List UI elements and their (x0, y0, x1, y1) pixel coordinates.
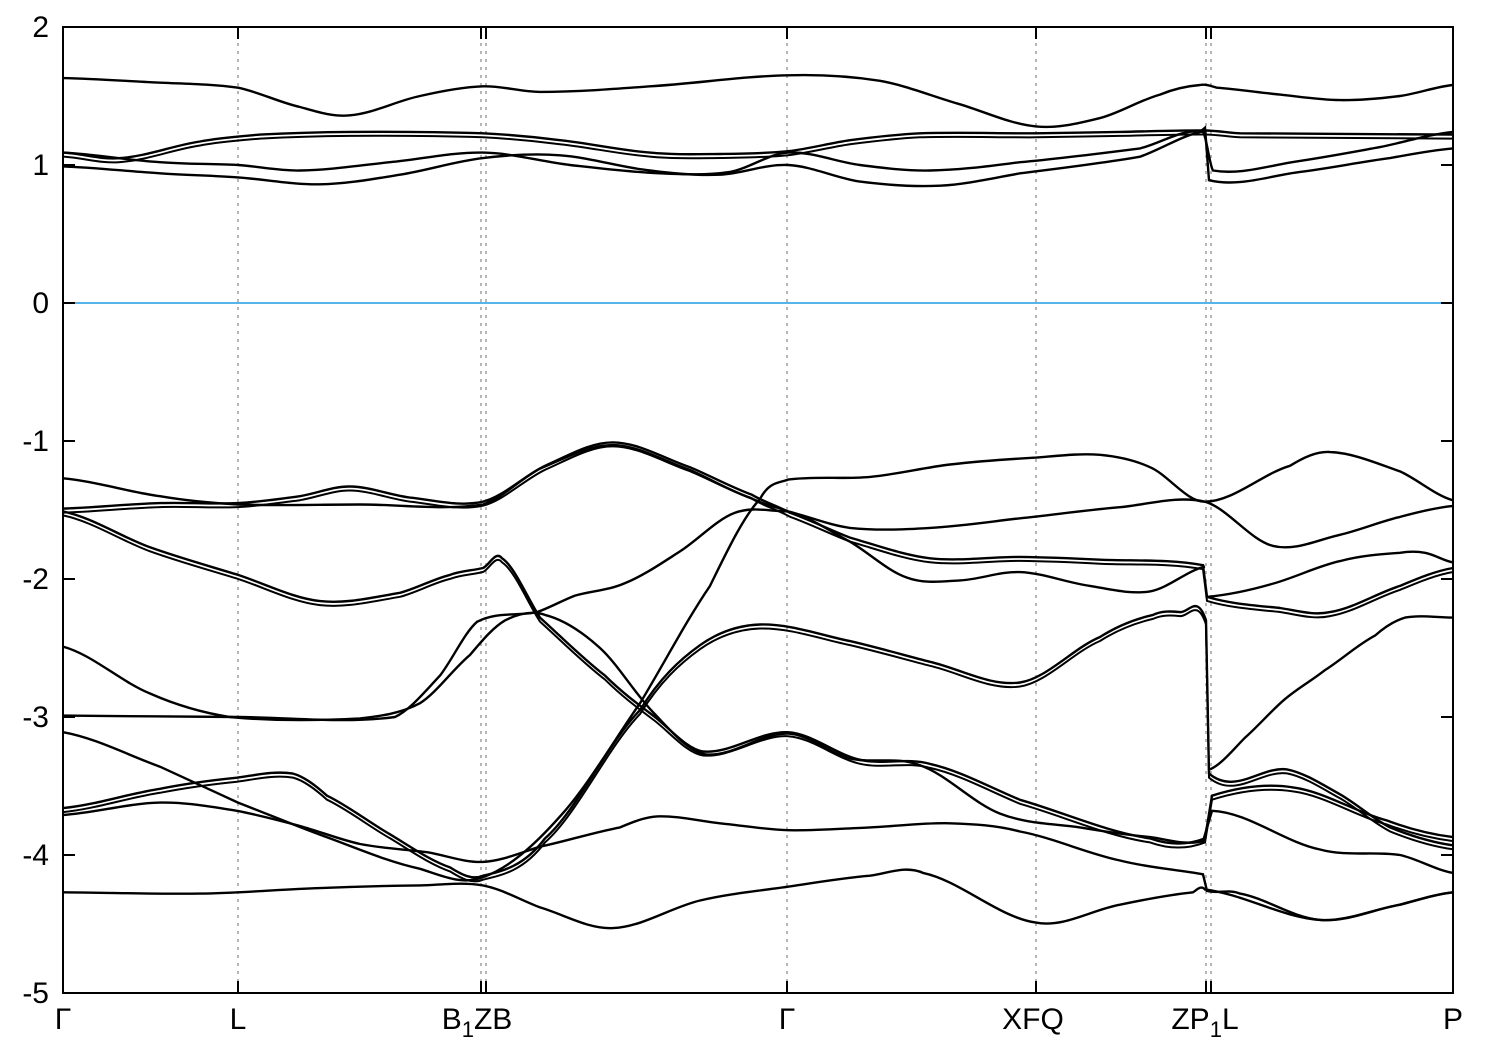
plot-frame (62, 26, 1454, 994)
band-v6 (62, 611, 1454, 875)
k-point-label-5: ZP1L (1171, 1003, 1238, 1042)
k-point-label-0: Γ (55, 1003, 72, 1036)
k-point-label-1: L (230, 1003, 247, 1036)
band-c3 (62, 130, 1454, 176)
k-point-label-4: XFQ (1002, 1003, 1064, 1036)
band-v4 (62, 508, 789, 722)
y-tick-label-1: 1 (32, 149, 49, 182)
plot-border (62, 26, 1454, 994)
band-v7a-partner (62, 609, 1454, 883)
band-v7a (62, 604, 1454, 879)
band-v2-partner (62, 445, 1454, 619)
band-v3-partner (62, 514, 1454, 849)
band-c2-partner (62, 133, 1454, 164)
k-point-label-6: P (1443, 1003, 1463, 1036)
y-tick-label--4: -4 (22, 839, 49, 872)
band-c2 (62, 129, 1454, 160)
band-v5 (62, 450, 1454, 882)
k-point-label-2: B1ZB (442, 1003, 513, 1042)
y-tick-label-0: 0 (32, 287, 49, 320)
band-v8 (62, 868, 1454, 930)
band-v3 (62, 510, 1454, 845)
band-v11 (787, 510, 1206, 594)
band-v2 (62, 441, 1454, 615)
y-tick-label--3: -3 (22, 701, 49, 734)
y-tick-label--2: -2 (22, 563, 49, 596)
band-v10 (1206, 550, 1454, 599)
band-c4 (62, 125, 1454, 188)
axis-ticks (62, 26, 1454, 994)
band-v7b (62, 801, 1454, 922)
x-axis-k-point-labels: Γ L B1ZB Γ XFQ ZP1L P (55, 1003, 1463, 1042)
y-tick-label-2: 2 (32, 11, 49, 44)
band-c1 (62, 73, 1454, 129)
y-axis-tick-labels: 2 1 0 -1 -2 -3 -4 -5 (22, 11, 49, 1010)
y-tick-label--1: -1 (22, 425, 49, 458)
band-v9 (1209, 615, 1454, 771)
y-tick-label--5: -5 (22, 977, 49, 1010)
band-v1 (62, 443, 1454, 549)
energy-bands (62, 73, 1454, 930)
k-point-label-3: Γ (779, 1003, 796, 1036)
